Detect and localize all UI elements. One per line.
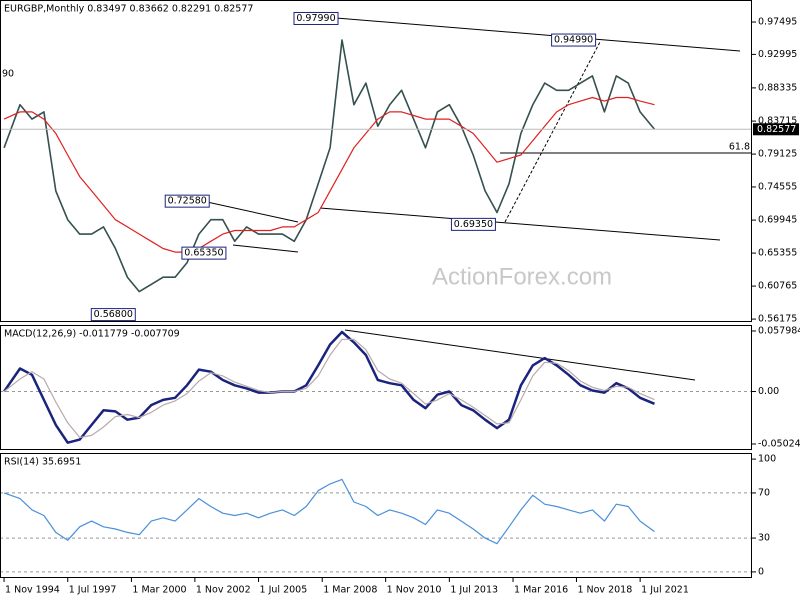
panel-frame xyxy=(0,453,752,578)
annotation-box xyxy=(164,194,210,208)
y-tick-label: 0.97495 xyxy=(758,17,797,28)
x-tick-label: 1 Jul 2013 xyxy=(450,585,498,596)
y-tick-label: 30 xyxy=(758,533,770,544)
panel-title: RSI(14) 35.6951 xyxy=(4,457,81,468)
y-tick-label: 0.057984 xyxy=(758,325,800,336)
last-price-label: 0.82577 xyxy=(757,124,796,135)
trendline xyxy=(344,329,696,381)
panel-frame xyxy=(0,0,752,322)
y-tick-label: 100 xyxy=(758,454,776,465)
series-line xyxy=(3,39,656,293)
panel-title: MACD(12,26,9) -0.011779 -0.007709 xyxy=(4,329,180,340)
panel: -0.050241 0.00 0.057984 MACD(12,26,9) -0.01… xyxy=(0,325,800,450)
annotation-box xyxy=(90,308,136,322)
trendline xyxy=(206,201,299,223)
trendline xyxy=(504,41,601,223)
x-tick-label: 1 Mar 2016 xyxy=(514,585,568,596)
x-tick-label: 1 Nov 2018 xyxy=(577,585,632,596)
y-tick-label: 0.74555 xyxy=(758,181,797,192)
x-tick-label: 1 Jul 1997 xyxy=(69,585,117,596)
plot-area xyxy=(0,478,752,573)
x-tick-label: 1 Mar 2000 xyxy=(132,585,186,596)
plot-area xyxy=(0,39,752,293)
y-tick-label: 0.69945 xyxy=(758,215,797,226)
annotation-label: 0.65350 xyxy=(184,248,223,259)
x-tick-label: 1 Nov 2002 xyxy=(196,585,251,596)
x-tick-label: 1 Jul 2005 xyxy=(260,585,308,596)
y-tick-label: 70 xyxy=(758,487,770,498)
panel-frame xyxy=(0,325,752,450)
y-tick-label: 0.65355 xyxy=(758,248,797,259)
trendlines xyxy=(206,17,741,381)
annotation-box xyxy=(450,217,496,231)
panel: 0 30 70 100 1 Nov 1994 1 Jul 1997 1 Mar 2000 1 … xyxy=(0,453,776,596)
annotation-label: 0.56800 xyxy=(94,309,133,320)
x-tick-label: 1 Mar 2008 xyxy=(323,585,377,596)
plot-area xyxy=(0,330,752,444)
series-line xyxy=(3,96,655,253)
panel: 0.56175 0.60765 0.65355 0.69945 0.74555 0.791… xyxy=(0,0,799,325)
trendline xyxy=(319,207,721,241)
y-tick-label: 0.88335 xyxy=(758,82,797,93)
x-tick-label: 1 Nov 1994 xyxy=(5,585,60,596)
trendline xyxy=(232,244,299,253)
y-tick-label: 0.56175 xyxy=(758,314,797,325)
series-line xyxy=(3,338,655,439)
panel-title: EURGBP,Monthly 0.83497 0.83662 0.82291 0… xyxy=(4,4,253,15)
edge-label: 90 xyxy=(2,69,14,80)
y-tick-label: -0.050241 xyxy=(758,438,800,449)
series-line xyxy=(3,330,655,444)
y-tick-label: 0.00 xyxy=(758,386,779,397)
y-tick-label: 0.83715 xyxy=(758,116,797,127)
annotation-label: 0.94990 xyxy=(554,35,593,46)
y-tick-label: 0.60765 xyxy=(758,281,797,292)
y-tick-label: 0 xyxy=(758,566,764,577)
x-tick-label: 1 Nov 2010 xyxy=(387,585,442,596)
annotation-label: 0.72580 xyxy=(168,196,207,207)
y-tick-label: 0.79125 xyxy=(758,149,797,160)
annotation-label: 0.69350 xyxy=(454,219,493,230)
fib-label: 61.8 xyxy=(729,142,750,153)
series-line xyxy=(3,478,655,545)
last-price-box xyxy=(753,123,799,136)
x-tick-label: 1 Jul 2021 xyxy=(641,585,689,596)
watermark: ActionForex.com xyxy=(432,263,612,290)
annotation-label: 0.97990 xyxy=(296,13,335,24)
annotation-box xyxy=(293,11,339,25)
annotation-box xyxy=(181,246,227,260)
y-tick-label: 0.92995 xyxy=(758,49,797,60)
trendline xyxy=(335,17,741,52)
annotation-box xyxy=(551,33,597,47)
